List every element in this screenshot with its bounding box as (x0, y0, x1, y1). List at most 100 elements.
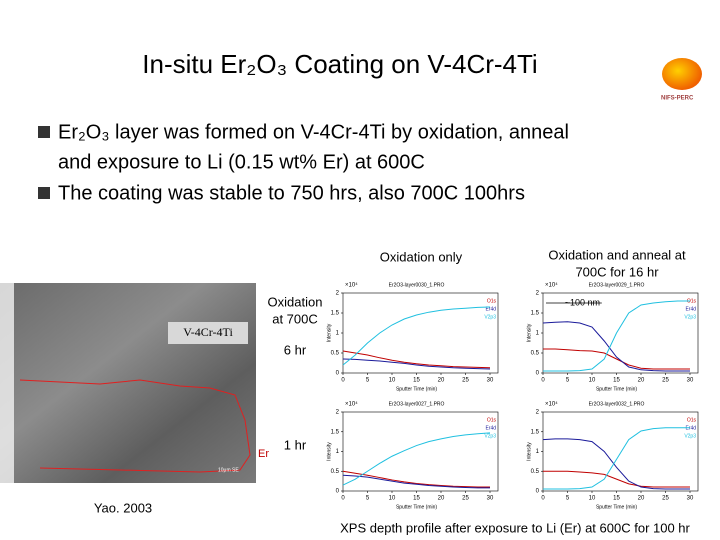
y-axis-label: Intensity (526, 323, 532, 342)
bullet-mark (38, 126, 50, 138)
x-tick-label: 15 (613, 496, 620, 502)
x-tick-label: 25 (662, 496, 669, 502)
x-tick-label: 25 (462, 378, 469, 384)
x-tick-label: 30 (687, 378, 694, 384)
x-tick-label: 15 (413, 378, 420, 384)
x-tick-label: 15 (613, 378, 620, 384)
logo (662, 58, 702, 90)
x-tick-label: 5 (566, 378, 570, 384)
x-axis-label: Sputter Time (min) (396, 386, 437, 392)
plot-title: Er2O3-layer0027_1.PRO (389, 401, 445, 407)
legend-entry: O1s (687, 417, 697, 423)
x-tick-label: 20 (638, 378, 645, 384)
legend-entry: V2p3 (684, 314, 696, 320)
y-tick-label: 1 (336, 449, 340, 455)
x-tick-label: 15 (413, 496, 420, 502)
y-multiplier: ×10⁴ (545, 282, 558, 289)
bullet-text: Er₂O₃ layer was formed on V-4Cr-4Ti by o… (58, 121, 569, 143)
plot-frame (342, 292, 499, 374)
y-tick-label: 0 (336, 371, 340, 377)
x-axis-label: Sputter Time (min) (396, 504, 437, 510)
x-tick-label: 5 (366, 496, 370, 502)
label: 6 hr (284, 342, 307, 357)
caption: XPS depth profile after exposure to Li (… (340, 520, 690, 535)
legend-entry: Er4d (485, 425, 496, 431)
logo-text: NIFS-PERC (661, 96, 694, 102)
y-tick-label: 1.5 (331, 429, 340, 435)
sem-er: Er (258, 448, 269, 460)
y-tick-label: 1.5 (531, 311, 540, 317)
label: Oxidation only (380, 249, 463, 264)
y-tick-label: 0 (536, 371, 540, 377)
y-multiplier: ×10⁴ (545, 401, 558, 408)
label: at 700C (272, 311, 318, 326)
y-axis-label: Intensity (326, 442, 332, 461)
series-line (342, 350, 491, 369)
y-tick-label: 0.5 (531, 351, 540, 357)
x-tick-label: 0 (541, 496, 545, 502)
series-line (542, 438, 690, 490)
x-tick-label: 5 (566, 496, 570, 502)
x-tick-label: 0 (341, 378, 345, 384)
x-tick-label: 10 (389, 496, 396, 502)
y-tick-label: 2 (336, 410, 340, 416)
y-axis-label: Intensity (526, 442, 532, 461)
x-tick-label: 30 (687, 496, 694, 502)
y-tick-label: 2 (536, 410, 540, 416)
series-line (342, 474, 490, 489)
series-line (542, 321, 690, 372)
series-line (543, 470, 690, 488)
x-tick-label: 5 (366, 378, 370, 384)
y-tick-label: 1 (536, 331, 540, 337)
y-axis-label: Intensity (326, 323, 332, 342)
legend-entry: Er4d (685, 425, 696, 431)
plot-title: Er2O3-layer0030_1.PRO (389, 282, 445, 288)
y-tick-label: 2 (536, 291, 540, 297)
sem-scale: 10μm SE (218, 467, 239, 473)
label: Oxidation (268, 294, 323, 309)
y-tick-label: 2 (336, 291, 340, 297)
x-tick-label: 25 (662, 378, 669, 384)
series-line (342, 358, 491, 370)
legend-entry: O1s (487, 298, 497, 304)
y-tick-label: 1 (336, 331, 340, 337)
label: 1 hr (284, 437, 307, 452)
series-line (342, 470, 490, 488)
y-multiplier: ×10⁴ (345, 282, 358, 289)
legend-entry: V2p3 (484, 314, 496, 320)
x-tick-label: 10 (589, 496, 596, 502)
sem-image (0, 283, 256, 483)
legend-entry: O1s (687, 298, 697, 304)
legend-entry: Er4d (485, 306, 496, 312)
plot-title: Er2O3-layer0029_1.PRO (589, 282, 645, 288)
legend-entry: V2p3 (484, 433, 496, 439)
y-tick-label: 1.5 (531, 429, 540, 435)
series-line (342, 432, 491, 486)
bullet-mark (38, 187, 50, 199)
legend-entry: Er4d (685, 306, 696, 312)
sem-profile (19, 379, 251, 473)
sem-edge (0, 283, 14, 483)
legend-entry: V2p3 (684, 433, 696, 439)
bullet-text: and exposure to Li (0.15 wt% Er) at 600C (58, 151, 425, 173)
y-tick-label: 0 (336, 489, 340, 495)
x-tick-label: 30 (487, 378, 494, 384)
series-line (342, 306, 491, 366)
y-tick-label: 0.5 (331, 469, 340, 475)
annotation: ~100 nm (565, 297, 600, 307)
x-tick-label: 0 (541, 378, 545, 384)
series-line (543, 348, 690, 370)
label: Oxidation and anneal at (548, 247, 686, 262)
plot-frame (342, 411, 499, 492)
x-tick-label: 20 (638, 496, 645, 502)
y-tick-label: 1.5 (331, 311, 340, 317)
sem-label-box (168, 322, 248, 344)
x-tick-label: 0 (341, 496, 345, 502)
credit: Yao. 2003 (94, 500, 152, 515)
x-axis-label: Sputter Time (min) (596, 504, 637, 510)
y-multiplier: ×10⁴ (345, 401, 358, 408)
y-tick-label: 0.5 (331, 351, 340, 357)
plot-frame (542, 411, 699, 492)
x-tick-label: 20 (438, 378, 445, 384)
